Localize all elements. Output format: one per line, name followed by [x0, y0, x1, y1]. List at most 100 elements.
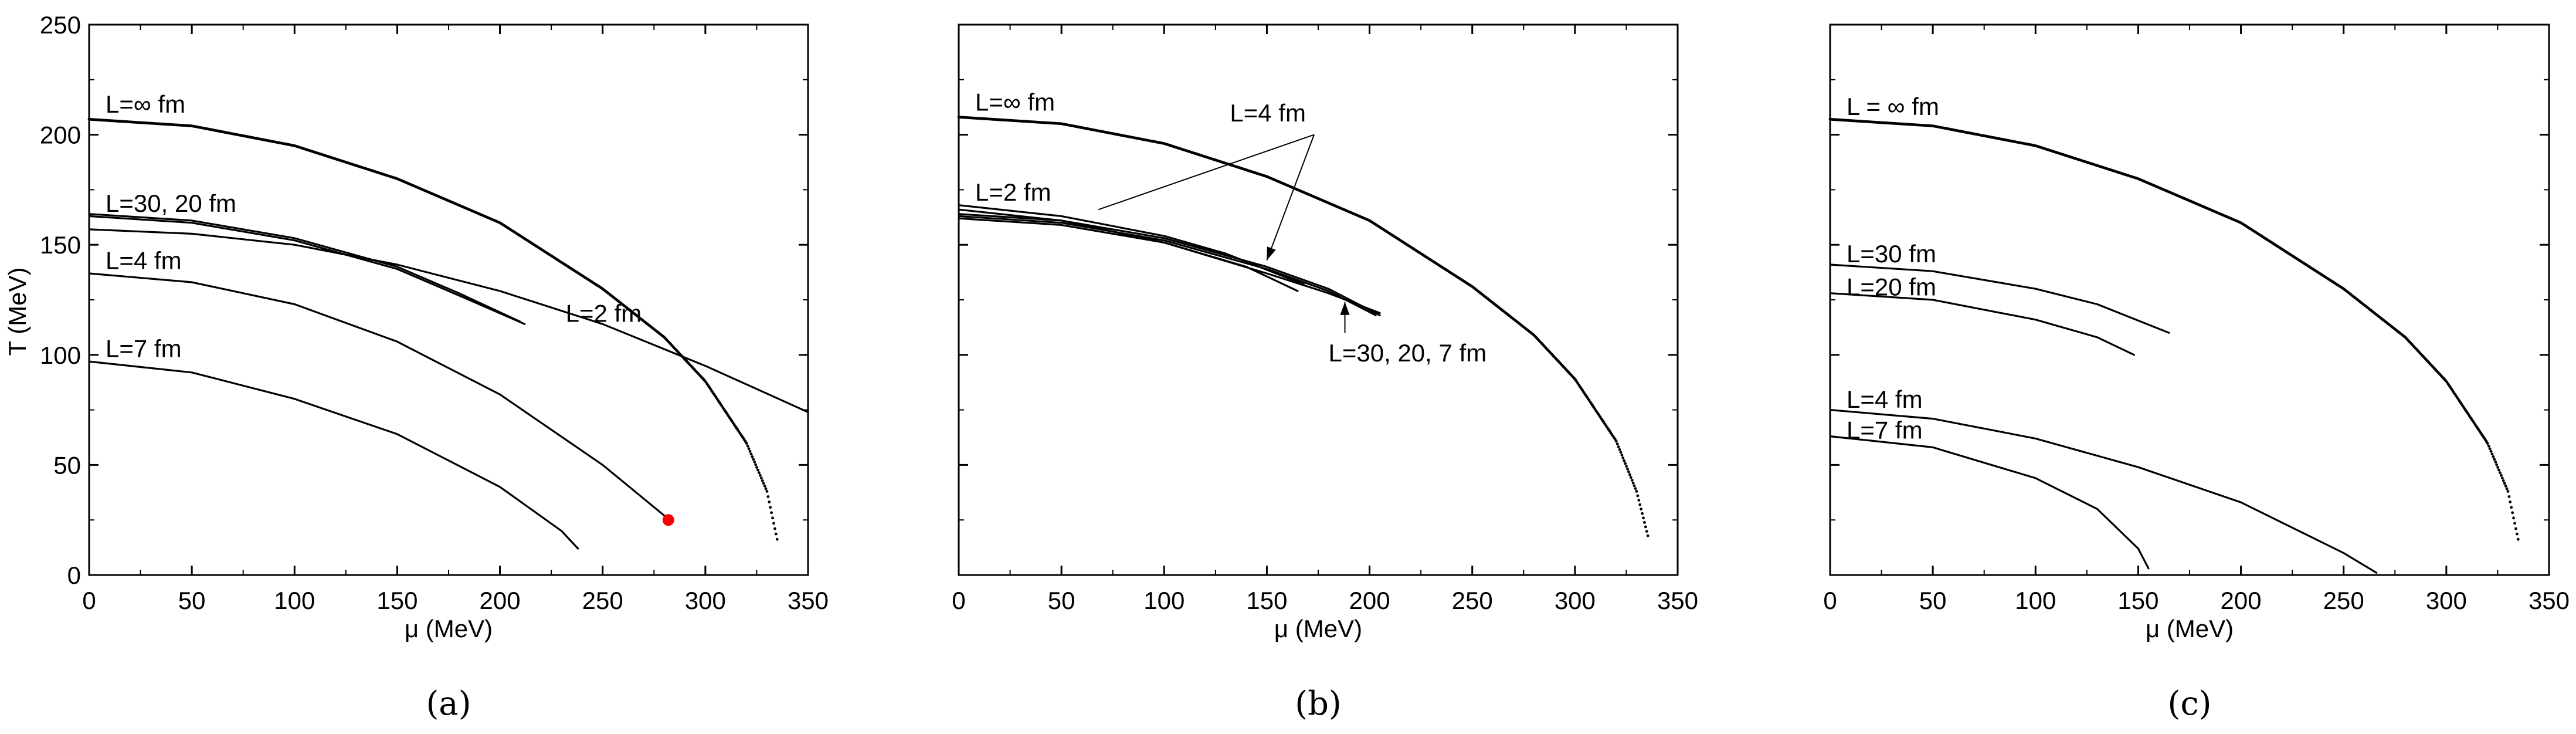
y-tick-label: 250	[40, 11, 81, 39]
curve-point	[745, 442, 748, 445]
curve-point	[2499, 473, 2503, 477]
curve-point	[762, 482, 765, 485]
annotation-line	[1098, 134, 1315, 211]
x-tick-label: 100	[1143, 587, 1185, 614]
x-tick-label: 150	[2117, 587, 2158, 614]
series-l-30-fm	[958, 213, 1381, 316]
curve-point	[1637, 499, 1641, 502]
curve-point	[1614, 439, 1618, 443]
curve-point	[749, 452, 753, 456]
curve-point	[771, 516, 774, 520]
curve-point	[2510, 506, 2513, 509]
curve-point	[1635, 490, 1638, 493]
y-tick-label: 0	[67, 562, 81, 589]
y-tick-label: 150	[40, 231, 81, 259]
curve-point	[1638, 503, 1642, 506]
curve-point	[1617, 445, 1620, 448]
y-tick-label: 50	[53, 451, 81, 479]
x-tick-label: 300	[2426, 587, 2467, 614]
curve-point	[748, 449, 752, 453]
x-axis-label: μ (MeV)	[1274, 615, 1362, 642]
x-tick-label: 50	[1048, 587, 1075, 614]
curve-point	[2515, 532, 2519, 536]
curve-point	[2493, 458, 2496, 461]
curve-point	[2513, 522, 2516, 525]
curve-label: L=4 fm	[1847, 385, 1923, 413]
curve-point	[2516, 537, 2520, 541]
x-tick-label: 100	[2015, 587, 2056, 614]
curve-point	[759, 476, 763, 480]
y-axis-label: T (MeV)	[4, 268, 31, 356]
curve-point	[1619, 451, 1623, 454]
curve-point	[1621, 456, 1625, 459]
curve-label: L=2 fm	[975, 178, 1051, 206]
series-l-2-fm	[88, 228, 809, 413]
x-tick-label: 50	[1919, 587, 1947, 614]
curve-label: L = ∞ fm	[1847, 93, 1939, 120]
x-tick-label: 350	[788, 587, 829, 614]
curve-point	[2502, 479, 2505, 482]
curve-point	[766, 495, 770, 498]
curve-point	[758, 473, 762, 477]
curve-point	[2492, 455, 2495, 458]
curve-point	[772, 522, 775, 525]
annotation-arrowhead	[1340, 302, 1350, 315]
x-tick-label: 150	[376, 587, 418, 614]
panel-b: 0 50 100 150 200 250 300 350 μ (MeV) L=∞ fm L=4 fm…	[952, 23, 1698, 723]
curve-point	[774, 532, 778, 536]
series-l-20-fm	[958, 215, 1377, 316]
panel-caption: (b)	[1295, 685, 1342, 723]
curve-point	[773, 527, 776, 530]
curve-point	[2500, 476, 2504, 480]
curve-point	[1615, 442, 1619, 446]
curve-point	[1624, 462, 1627, 465]
curve-point	[2496, 466, 2500, 469]
curve-point	[1629, 476, 1633, 479]
curve-point	[1634, 487, 1637, 491]
curve-label: L=4 fm	[1230, 99, 1306, 127]
curve-point	[2499, 471, 2502, 475]
curve-point	[1640, 508, 1643, 511]
series-l-4-fm	[88, 272, 666, 517]
curve-label: L=4 fm	[106, 246, 182, 274]
series-l-7-fm	[88, 360, 579, 550]
curve-point	[2507, 495, 2511, 498]
curve-point	[2505, 487, 2509, 491]
annotation-arrowhead	[1267, 246, 1276, 261]
curve-point	[747, 447, 751, 451]
curve-point	[1627, 470, 1630, 473]
curve-point	[2506, 490, 2510, 493]
curve-point	[1646, 534, 1650, 537]
curve-point	[1618, 448, 1621, 451]
series-l-7-fm	[958, 217, 1381, 314]
panel-c: 0 50 100 150 200 250 300 350 μ (MeV) L = ∞ fm L=30…	[1823, 23, 2570, 723]
series-l-20-fm	[1829, 292, 2135, 356]
y-tick-label: 200	[40, 121, 81, 149]
curve-label: L=30, 20, 7 fm	[1329, 339, 1487, 367]
panel-a: 0 50 100 150 200 250 300 350 0 50 100 150 200 250 μ (M…	[4, 11, 829, 723]
curve-label: L=20 fm	[1847, 273, 1936, 300]
curve-point	[2514, 527, 2517, 530]
x-tick-label: 200	[1349, 587, 1390, 614]
curve-point	[765, 490, 769, 493]
curve-point	[761, 479, 764, 482]
curve-point	[2503, 482, 2506, 485]
curve-point	[1641, 512, 1644, 515]
curve-point	[1631, 481, 1635, 485]
curve-point	[2490, 452, 2494, 456]
curve-label: L=2 fm	[566, 300, 642, 327]
curve-point	[2512, 516, 2515, 520]
curve-label: L=7 fm	[1847, 416, 1923, 444]
series-l-30-fm	[1829, 263, 2170, 334]
curve-point	[1623, 459, 1626, 462]
curve-label: L=30, 20 fm	[106, 190, 236, 217]
x-tick-label: 0	[952, 587, 965, 614]
curve-point	[2494, 461, 2497, 464]
curve-point	[754, 463, 758, 466]
x-tick-label: 100	[274, 587, 315, 614]
x-tick-label: 200	[2221, 587, 2262, 614]
series-l-fm	[87, 117, 779, 541]
x-axis-label: μ (MeV)	[405, 615, 493, 642]
annotation-line	[1266, 134, 1315, 261]
curve-point	[1625, 465, 1628, 468]
